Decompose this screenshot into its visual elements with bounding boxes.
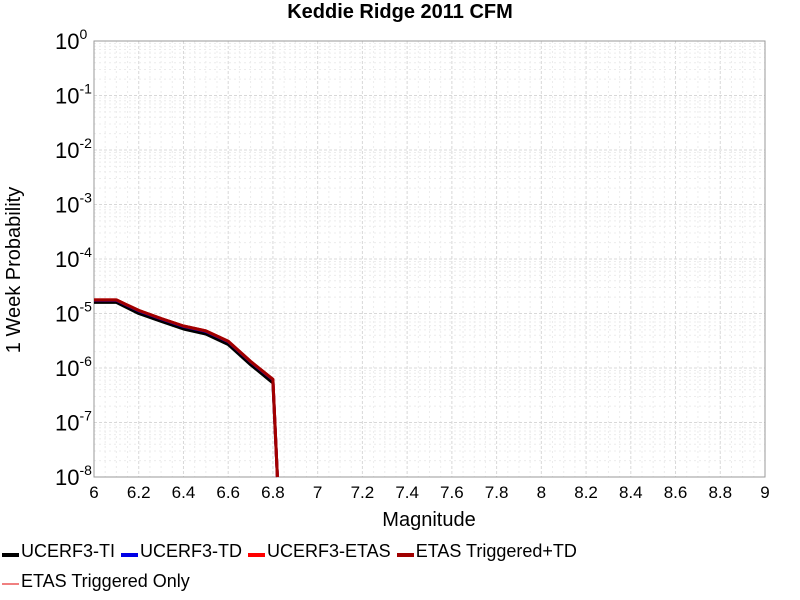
x-tick-label: 6 — [89, 483, 98, 502]
legend: UCERF3-TI UCERF3-TD UCERF3-ETAS ETAS Tri… — [2, 538, 762, 598]
y-tick-label: 10-4 — [55, 244, 92, 272]
x-tick-label: 7.2 — [351, 483, 375, 502]
chart-svg: Keddie Ridge 2011 CFM 6 6.2 6.4 6.6 6.8 7 7.2 7… — [3, 1, 770, 531]
y-tick-exponent: -7 — [79, 408, 92, 424]
y-tick-base: 10 — [55, 356, 79, 381]
legend-swatch-etas-triggered-td — [396, 553, 414, 557]
legend-label-etas-triggered-only: ETAS Triggered Only — [21, 570, 190, 591]
y-tick-label: 10-6 — [55, 353, 92, 381]
legend-swatch-ucerf3-etas — [248, 553, 265, 557]
x-axis-label: Magnitude — [382, 509, 475, 531]
y-tick-label: 10-5 — [55, 299, 92, 327]
y-tick-exponent: -3 — [79, 190, 92, 206]
grid-layer — [93, 41, 766, 478]
plot-frame — [93, 40, 766, 478]
y-tick-base: 10 — [55, 193, 79, 218]
legend-swatch-etas-triggered-only — [2, 583, 19, 585]
y-tick-label: 100 — [55, 26, 87, 54]
legend-item-etas-triggered-only: ETAS Triggered Only — [2, 571, 190, 592]
y-tick-exponent: -5 — [79, 299, 92, 315]
y-tick-exponent: 0 — [79, 26, 87, 42]
y-tick-exponent: -4 — [79, 244, 92, 260]
y-tick-exponent: -1 — [79, 81, 92, 97]
x-tick-label: 8 — [537, 483, 546, 502]
x-tick-label: 6.2 — [127, 483, 151, 502]
x-tick-label: 7 — [313, 483, 322, 502]
y-tick-base: 10 — [55, 138, 79, 163]
x-tick-label: 7.8 — [485, 483, 509, 502]
x-tick-label: 8.8 — [708, 483, 732, 502]
y-tick-label: 10-7 — [55, 408, 92, 436]
legend-item-ucerf3-ti: UCERF3-TI — [2, 541, 115, 562]
x-tick-label: 8.2 — [574, 483, 598, 502]
x-tick-label: 7.4 — [395, 483, 419, 502]
legend-swatch-ucerf3-td — [121, 553, 138, 557]
chart-title: Keddie Ridge 2011 CFM — [287, 1, 513, 23]
legend-row-2: ETAS Triggered Only — [2, 568, 762, 594]
y-tick-label: 10-8 — [55, 462, 92, 490]
x-tick-labels: 6 6.2 6.4 6.6 6.8 7 7.2 7.4 7.6 7.8 8 8.2 8.4 8.6 8.8 9 — [89, 483, 769, 502]
legend-row-1: UCERF3-TI UCERF3-TD UCERF3-ETAS ETAS Tri… — [2, 538, 762, 564]
legend-label-ucerf3-td: UCERF3-TD — [140, 540, 242, 561]
y-axis-label: 1 Week Probability — [3, 187, 25, 353]
x-tick-label: 6.4 — [172, 483, 196, 502]
legend-label-ucerf3-ti: UCERF3-TI — [21, 540, 115, 561]
series-line-etas-triggered-td — [94, 298, 279, 478]
y-tick-label: 10-3 — [55, 190, 92, 218]
series-layer — [94, 298, 279, 478]
y-tick-exponent: -6 — [79, 353, 92, 369]
y-tick-base: 10 — [55, 411, 79, 436]
legend-item-ucerf3-td: UCERF3-TD — [121, 541, 242, 562]
x-tick-label: 8.4 — [619, 483, 643, 502]
x-tick-label: 6.8 — [261, 483, 285, 502]
y-tick-base: 10 — [55, 29, 79, 54]
y-tick-base: 10 — [55, 465, 79, 490]
x-tick-label: 6.6 — [216, 483, 240, 502]
series-line-ucerf3-ti — [94, 300, 279, 478]
y-tick-base: 10 — [55, 84, 79, 109]
y-tick-label: 10-1 — [55, 81, 92, 109]
x-tick-label: 9 — [760, 483, 769, 502]
x-tick-label: 7.6 — [440, 483, 464, 502]
y-tick-base: 10 — [55, 247, 79, 272]
legend-label-ucerf3-etas: UCERF3-ETAS — [267, 540, 391, 561]
y-tick-label: 10-2 — [55, 135, 92, 163]
legend-item-ucerf3-etas: UCERF3-ETAS — [248, 541, 391, 562]
y-tick-base: 10 — [55, 302, 79, 327]
legend-swatch-ucerf3-ti — [2, 553, 19, 557]
y-tick-exponent: -2 — [79, 135, 92, 151]
y-tick-exponent: -8 — [79, 462, 92, 478]
legend-label-etas-triggered-td: ETAS Triggered+TD — [415, 540, 577, 561]
legend-item-etas-triggered-td: ETAS Triggered+TD — [396, 540, 577, 562]
x-tick-label: 8.6 — [664, 483, 688, 502]
